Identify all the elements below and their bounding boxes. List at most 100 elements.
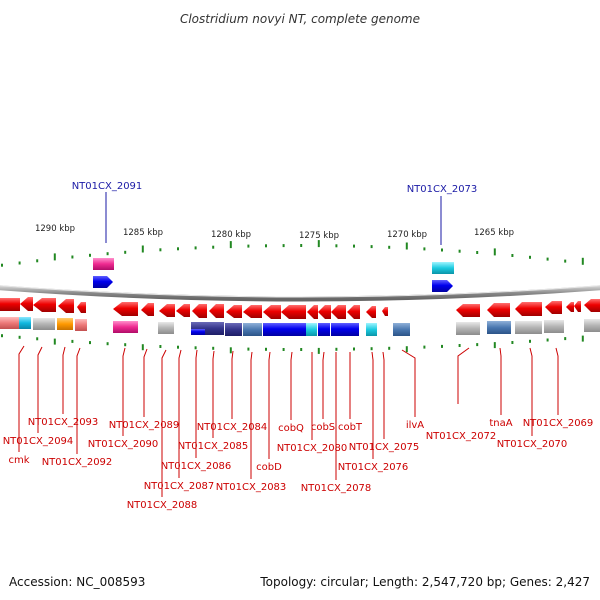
category-box[interactable] (158, 322, 174, 334)
category-box[interactable] (331, 323, 342, 336)
gene-arrow[interactable] (192, 304, 207, 318)
accession-text: Accession: NC_008593 (9, 575, 145, 589)
gene-arrows (0, 297, 600, 319)
gene-arrow[interactable] (77, 302, 86, 313)
label-nt01cx-2093[interactable]: NT01CX_2093 (28, 417, 99, 428)
gene-arrow[interactable] (515, 302, 542, 316)
gene-arrow[interactable] (382, 307, 388, 316)
gene-arrow[interactable] (456, 304, 480, 317)
category-box[interactable] (243, 323, 262, 336)
gene-arrow[interactable] (243, 305, 262, 318)
gene-arrow[interactable] (263, 305, 281, 319)
backbone-highlight (0, 285, 600, 298)
label-nt01cx-2075[interactable]: NT01CX_2075 (349, 442, 420, 453)
label-nt01cx-2091[interactable]: NT01CX_2091 (72, 181, 143, 192)
category-box[interactable] (191, 329, 205, 335)
label-nt01cx-2080[interactable]: NT01CX_2080 (277, 443, 348, 454)
map-title: Clostridium novyi NT, complete genome (180, 12, 420, 26)
leader-line (268, 351, 271, 459)
gene-arrow[interactable] (366, 306, 376, 318)
label-cmk[interactable]: cmk (8, 455, 29, 466)
category-box[interactable] (19, 317, 31, 329)
category-box[interactable] (393, 323, 410, 336)
feature-magenta-top[interactable] (93, 258, 114, 270)
category-box[interactable] (366, 323, 377, 336)
category-box[interactable] (225, 323, 242, 336)
category-box[interactable] (306, 323, 317, 336)
gene-arrow[interactable] (307, 305, 318, 319)
category-box[interactable] (57, 318, 73, 330)
genome-backbone (0, 285, 600, 302)
category-box[interactable] (456, 322, 480, 335)
leader-line (212, 350, 215, 438)
leader-line (76, 347, 81, 454)
category-box[interactable] (75, 319, 87, 331)
category-box[interactable] (544, 320, 564, 333)
gene-arrow[interactable] (176, 304, 190, 317)
gene-arrow[interactable] (33, 298, 56, 312)
label-nt01cx-2070[interactable]: NT01CX_2070 (497, 439, 568, 450)
gene-arrow[interactable] (20, 297, 33, 311)
scale-label-1270: 1270 kbp (387, 230, 427, 240)
label-nt01cx-2085[interactable]: NT01CX_2085 (178, 441, 249, 452)
category-box[interactable] (515, 321, 542, 334)
gene-arrow[interactable] (574, 301, 581, 312)
gene-arrow[interactable] (545, 301, 562, 314)
gene-arrow[interactable] (141, 303, 154, 316)
label-cobt[interactable]: cobT (338, 422, 363, 433)
label-nt01cx-2087[interactable]: NT01CX_2087 (144, 481, 215, 492)
leader-line (62, 346, 66, 414)
leader-line (555, 347, 559, 415)
label-nt01cx-2089[interactable]: NT01CX_2089 (109, 420, 180, 431)
gene-arrow[interactable] (318, 305, 331, 319)
label-cobs[interactable]: cobS (311, 422, 335, 433)
leader-line (143, 348, 148, 417)
gene-arrow[interactable] (113, 302, 138, 316)
category-boxes (0, 317, 600, 336)
gene-arrow[interactable] (584, 299, 600, 312)
label-ilva[interactable]: ilvA (406, 420, 424, 431)
feature-cyan-top[interactable] (432, 262, 454, 274)
label-cobd[interactable]: cobD (256, 462, 282, 473)
label-nt01cx-2078[interactable]: NT01CX_2078 (301, 483, 372, 494)
gene-arrow[interactable] (566, 302, 574, 312)
category-box[interactable] (113, 321, 138, 333)
gene-arrow[interactable] (347, 305, 360, 319)
gene-arrow[interactable] (209, 304, 224, 318)
label-nt01cx-2086[interactable]: NT01CX_2086 (161, 461, 232, 472)
feature-nt01cx-2091[interactable] (93, 276, 113, 288)
category-box[interactable] (33, 318, 55, 330)
label-nt01cx-2084[interactable]: NT01CX_2084 (197, 422, 268, 433)
label-nt01cx-2076[interactable]: NT01CX_2076 (338, 462, 409, 473)
category-box[interactable] (487, 321, 511, 334)
category-box[interactable] (318, 323, 330, 336)
gene-arrow[interactable] (281, 305, 306, 319)
label-nt01cx-2083[interactable]: NT01CX_2083 (216, 482, 287, 493)
feature-nt01cx-2073[interactable] (432, 280, 453, 292)
gene-arrow[interactable] (487, 303, 510, 317)
gene-arrow[interactable] (331, 305, 346, 319)
label-nt01cx-2088[interactable]: NT01CX_2088 (127, 500, 198, 511)
label-nt01cx-2069[interactable]: NT01CX_2069 (523, 418, 594, 429)
gene-arrow[interactable] (0, 298, 20, 311)
label-nt01cx-2094[interactable]: NT01CX_2094 (3, 436, 74, 447)
category-box[interactable] (584, 319, 600, 332)
leader-line (529, 347, 533, 436)
category-box[interactable] (342, 323, 359, 336)
category-box[interactable] (0, 317, 19, 329)
label-tnaa[interactable]: tnaA (489, 418, 512, 429)
label-nt01cx-2090[interactable]: NT01CX_2090 (88, 439, 159, 450)
label-nt01cx-2092[interactable]: NT01CX_2092 (42, 457, 113, 468)
category-box[interactable] (207, 322, 224, 335)
label-cobq[interactable]: cobQ (278, 423, 304, 434)
gene-arrow[interactable] (58, 299, 74, 313)
scale-ticks (1, 240, 584, 354)
scale-label-1280: 1280 kbp (211, 230, 251, 240)
leader-line (371, 351, 374, 459)
label-nt01cx-2072[interactable]: NT01CX_2072 (426, 431, 497, 442)
label-nt01cx-2073[interactable]: NT01CX_2073 (407, 184, 478, 195)
gene-arrow[interactable] (159, 304, 175, 317)
category-box[interactable] (263, 323, 306, 336)
gene-arrow[interactable] (226, 305, 242, 318)
leader-line (37, 346, 43, 433)
